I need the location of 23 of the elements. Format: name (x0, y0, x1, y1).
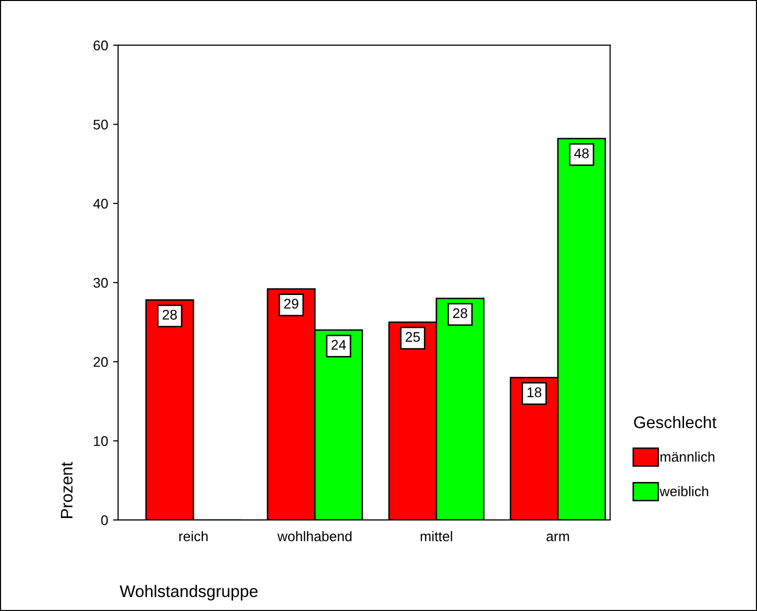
legend-label: männlich (660, 452, 714, 462)
y-axis-title: Prozent (60, 462, 73, 518)
y-tick-label: 0 (101, 515, 108, 526)
data-label: 48 (574, 148, 589, 158)
x-tick-label: arm (546, 534, 569, 542)
data-label: 29 (284, 298, 298, 309)
y-tick-label: 60 (94, 40, 108, 50)
data-label: 28 (453, 308, 468, 318)
legend-title: Geschlecht (634, 416, 716, 428)
data-label: 24 (332, 340, 346, 350)
y-tick-label: 40 (93, 198, 108, 209)
legend-label: weiblich (660, 486, 708, 496)
data-label: 18 (528, 387, 542, 398)
y-tick-label: 30 (93, 278, 108, 288)
x-tick-label: wohlhabend (277, 531, 352, 542)
x-tick-label: mittel (420, 531, 452, 542)
y-tick-label: 20 (94, 357, 108, 367)
y-tick-label: 10 (94, 436, 108, 446)
data-label: 28 (162, 310, 177, 320)
data-label: 25 (406, 332, 420, 342)
x-tick-label: reich (179, 531, 208, 542)
y-tick-label: 50 (93, 120, 108, 130)
x-axis-title: Wohlstandsgruppe (120, 584, 258, 600)
